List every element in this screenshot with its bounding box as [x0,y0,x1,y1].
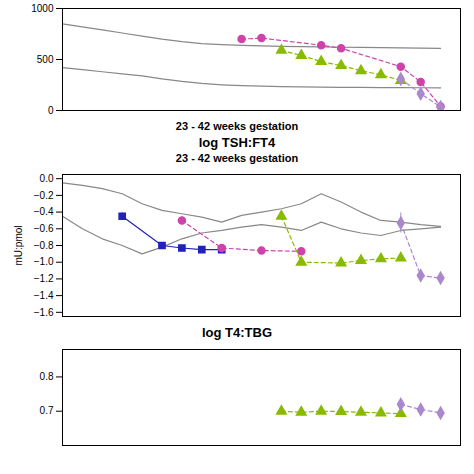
svg-text:−1.6: −1.6 [34,307,54,318]
svg-text:−0.8: −0.8 [34,240,54,251]
html-text:log TSH:FT4: log TSH:FT4 [198,135,276,150]
html-text:log T4:TBG: log T4:TBG [202,325,272,340]
svg-text:0.7: 0.7 [40,405,54,416]
svg-text:0.0: 0.0 [40,173,54,184]
svg-text:1000: 1000 [31,3,54,14]
svg-text:500: 500 [37,54,54,65]
svg-text:−0.6: −0.6 [34,223,54,234]
svg-text:mU:pmol: mU:pmol [13,225,24,265]
svg-text:−0.2: −0.2 [34,190,54,201]
html-text:23 - 42 weeks gestation: 23 - 42 weeks gestation [175,120,299,132]
svg-text:0.8: 0.8 [40,371,54,382]
svg-text:−1.2: −1.2 [34,273,54,284]
svg-text:−1.0: −1.0 [34,256,54,267]
html-text:23 - 42 weeks gestation: 23 - 42 weeks gestation [175,152,299,164]
svg-text:−0.4: −0.4 [34,206,54,217]
svg-text:−1.4: −1.4 [34,290,54,301]
svg-text:0: 0 [48,105,54,116]
